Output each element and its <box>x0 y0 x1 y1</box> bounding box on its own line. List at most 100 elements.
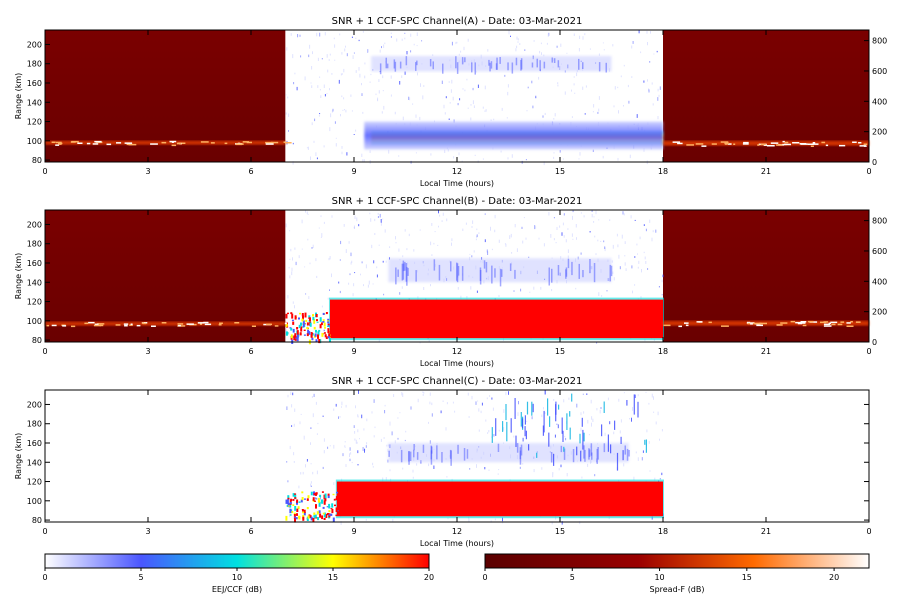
noise-dot <box>369 81 371 83</box>
echo-streak <box>474 62 476 75</box>
onset-dot <box>328 506 331 509</box>
echo-streak <box>455 56 457 69</box>
onset-dot <box>324 326 326 329</box>
noise-dot <box>540 42 542 45</box>
noise-dot <box>293 82 295 85</box>
onset-dot <box>309 317 311 322</box>
noise-dot <box>361 153 363 157</box>
noise-dot <box>295 261 297 266</box>
onset-dot <box>289 514 292 516</box>
right-tick-label: 200 <box>872 128 887 137</box>
noise-dot <box>340 73 342 76</box>
noise-dot <box>438 225 439 228</box>
noise-dot <box>285 112 287 115</box>
noise-dot <box>576 403 578 408</box>
noise-dot <box>324 32 326 36</box>
echo-streak <box>565 267 568 277</box>
trace-spot <box>750 323 753 325</box>
noise-dot <box>319 32 321 37</box>
noise-dot <box>484 467 486 470</box>
noise-dot <box>493 118 495 121</box>
upper-echo-band <box>388 258 613 287</box>
onset-dot <box>287 505 290 507</box>
noise-dot <box>340 240 342 245</box>
streak <box>562 430 564 442</box>
right-tick-label: 600 <box>872 247 887 256</box>
onset-dot <box>330 513 333 516</box>
noise-dot <box>494 229 496 233</box>
noise-dot <box>293 423 295 427</box>
noise-dot <box>635 451 637 454</box>
trace-spot <box>97 323 105 325</box>
echo-streak <box>557 60 560 68</box>
noise-dot <box>329 256 331 260</box>
noise-dot <box>419 116 421 121</box>
noise-dot <box>482 158 484 160</box>
noise-dot <box>404 229 406 232</box>
trace-spot <box>770 142 779 144</box>
onset-dot <box>335 514 338 517</box>
noise-dot <box>439 214 441 217</box>
noise-dot <box>349 447 351 451</box>
noise-dot <box>351 110 353 112</box>
noise-dot <box>646 30 648 34</box>
echo-streak <box>520 60 522 71</box>
onset-dot <box>306 498 309 501</box>
trace-spot <box>62 325 67 327</box>
noise-dot <box>410 33 412 37</box>
noise-dot <box>557 82 559 84</box>
noise-dot <box>377 216 379 218</box>
noise-dot <box>445 427 447 431</box>
onset-dot <box>327 323 330 326</box>
streak <box>576 446 578 456</box>
noise-dot <box>467 38 469 42</box>
noise-dot <box>419 341 421 344</box>
onset-dot <box>315 314 318 318</box>
x-tick-label: 21 <box>761 527 771 536</box>
noise-dot <box>546 42 548 45</box>
noise-dot <box>535 226 537 229</box>
onset-dot <box>331 509 334 514</box>
echo-streak <box>598 62 601 72</box>
noise-dot <box>338 416 339 419</box>
trace-spot <box>830 321 838 324</box>
echo-streak <box>432 61 434 70</box>
noise-dot <box>592 418 594 422</box>
noise-dot <box>350 94 352 97</box>
noise-dot <box>437 244 439 246</box>
onset-dot <box>327 328 330 334</box>
onset-dot <box>301 509 304 511</box>
echo-streak <box>551 268 553 283</box>
onset-dot <box>335 507 338 512</box>
onset-dot <box>327 513 329 516</box>
onset-dot <box>312 316 315 321</box>
noise-dot <box>449 102 451 104</box>
noise-dot <box>320 215 322 218</box>
noise-dot <box>398 155 400 157</box>
night-region <box>663 210 869 342</box>
noise-dot <box>391 431 393 436</box>
echo-streak <box>588 449 591 458</box>
noise-dot <box>486 397 488 400</box>
noise-dot <box>597 111 599 114</box>
trace-spot <box>178 324 181 327</box>
noise-dot <box>591 210 593 212</box>
noise-dot <box>339 290 341 294</box>
echo-streak <box>388 450 390 457</box>
echo-streak <box>497 443 500 452</box>
noise-dot <box>580 412 582 416</box>
noise-dot <box>287 295 289 299</box>
noise-dot <box>300 55 302 58</box>
noise-dot <box>355 129 357 132</box>
noise-dot <box>612 44 614 47</box>
onset-dot <box>299 312 301 315</box>
trace-spot <box>821 141 826 144</box>
trace-spot <box>94 140 102 143</box>
trace-spot <box>808 143 814 145</box>
onset-dot <box>325 336 328 339</box>
noise-dot <box>574 92 576 94</box>
noise-dot <box>388 149 390 154</box>
noise-dot <box>607 397 609 401</box>
noise-dot <box>629 418 630 420</box>
noise-dot <box>654 477 656 481</box>
